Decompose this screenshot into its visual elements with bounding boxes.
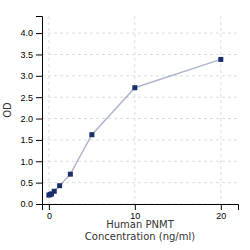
tick-mark [36,204,42,205]
grid-line [42,97,238,98]
tick-label: 20 [216,211,226,221]
tick: 3.0 [20,71,42,81]
grid-line [42,161,238,162]
tick-label: 2.5 [20,93,33,103]
tick-label: 1.5 [20,135,33,145]
tick-mark [36,54,42,55]
tick-mark [221,204,222,210]
grid [42,16,238,204]
tick-label: 1.0 [20,157,33,167]
tick: 1.0 [20,157,42,167]
tick: 2.5 [20,93,42,103]
grid-line [42,54,238,55]
point [89,132,94,137]
tick-mark [49,204,50,210]
tick-mark [36,119,42,120]
tick-label: 3.0 [20,71,33,81]
tick: 0.0 [20,199,42,209]
marks [46,57,223,198]
tick-mark [36,97,42,98]
tick-mark [135,204,136,210]
axis-line [36,17,43,205]
point [52,189,57,194]
plot: 010200.00.51.01.52.02.53.03.54.0 [20,16,238,221]
x-axis-title: Human PNMTConcentration (ng/ml) [85,219,195,242]
point [57,183,62,188]
tick-label: 2.0 [20,114,33,124]
grid-line [42,33,238,34]
point [218,57,223,62]
tick-mark [36,76,42,77]
tick-mark [36,33,42,34]
point [132,85,137,90]
tick-label: 0.5 [20,178,33,188]
tick: 3.5 [20,50,42,60]
tick: 0 [47,204,52,221]
tick-mark [36,161,42,162]
grid-line [48,16,49,204]
x-axis-title-line: Concentration (ng/ml) [85,231,195,242]
axis-line [43,205,239,211]
grid-line [42,182,238,183]
grid-line [134,16,135,204]
point [68,172,73,177]
tick-label: 0.0 [20,199,33,209]
y-axis: 0.0 0.5 1.0 1.5 2.0 2.5 3.0 3.5 4.0 [20,17,42,210]
tick-label: 4.0 [20,28,33,38]
tick: 4.0 [20,28,42,38]
grid-line [220,16,221,204]
tick: 1.5 [20,135,42,145]
chart: 010200.00.51.01.52.02.53.03.54.0Human PN… [0,0,250,250]
tick-mark [36,183,42,184]
grid-line [42,118,238,119]
tick-label: 0 [47,211,52,221]
tick: 0.5 [20,178,42,188]
tick: 2.0 [20,114,42,124]
tick-mark [36,140,42,141]
x-axis-title-line: Human PNMT [106,219,174,230]
grid-line [42,75,238,76]
grid-line [42,139,238,140]
y-axis-title: OD [2,102,13,118]
tick-label: 3.5 [20,50,33,60]
tick: 20 [216,204,226,221]
line [49,59,221,195]
